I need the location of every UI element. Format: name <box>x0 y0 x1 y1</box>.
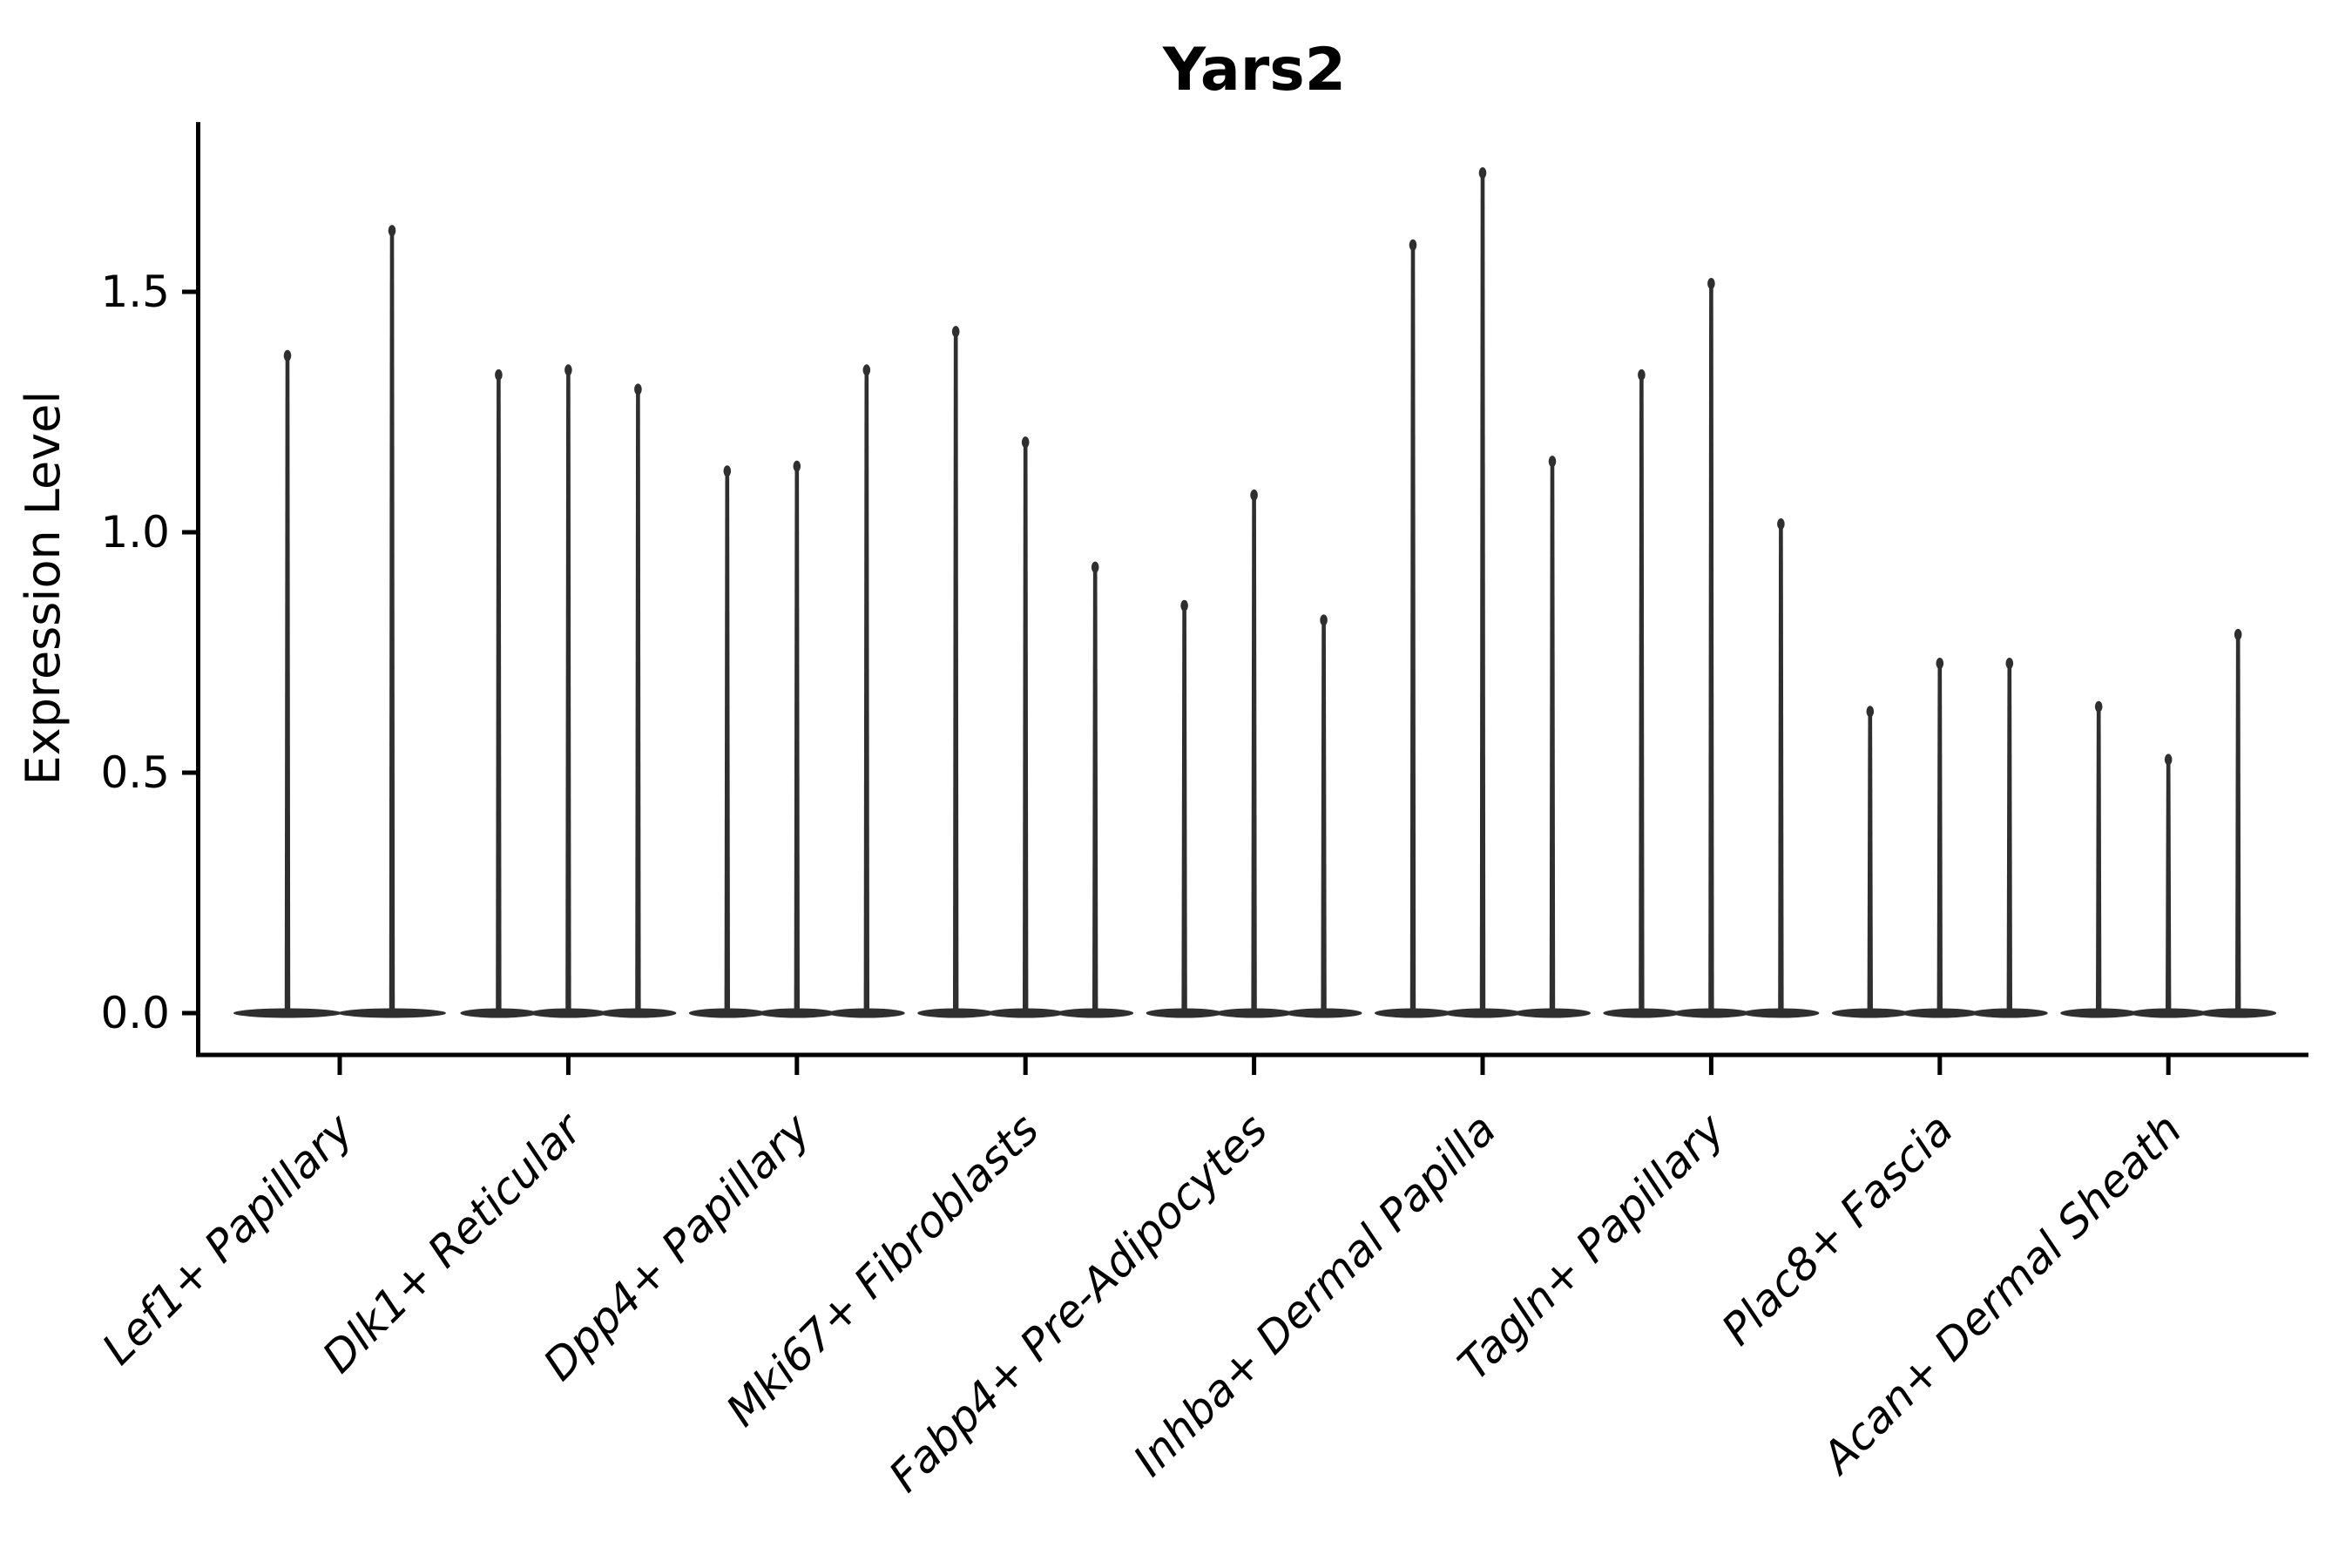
violin-tip <box>951 326 960 338</box>
violin-tip <box>2234 628 2242 640</box>
violin-stem <box>1708 284 1714 1013</box>
axis-spines <box>196 122 2308 1058</box>
violin-tip <box>2005 658 2014 670</box>
violin-stem <box>2166 760 2172 1013</box>
violin-stem <box>863 370 869 1013</box>
violin-stem <box>496 375 502 1013</box>
violin-stem <box>635 389 641 1013</box>
y-tick-label: 0.5 <box>100 747 170 798</box>
violin-stem <box>1321 620 1327 1013</box>
violin-tip <box>1638 368 1646 381</box>
violin-tip <box>1180 599 1188 612</box>
violin-tip <box>1409 239 1417 251</box>
violin-tip <box>1548 456 1557 468</box>
violin-tip <box>723 465 732 477</box>
violin-stem <box>794 467 800 1013</box>
violin-tip <box>1936 658 1944 670</box>
violin-stem <box>2096 707 2102 1013</box>
violin-stem <box>1936 664 1943 1013</box>
violin-stem <box>389 231 395 1014</box>
violin-tip <box>1091 561 1099 573</box>
violin-stem <box>284 356 291 1013</box>
violin-tip <box>1021 436 1030 449</box>
x-tick-label: Plac8+ Fascia <box>1712 1104 1963 1355</box>
violin-stem <box>565 370 571 1013</box>
violin-tip <box>1320 614 1328 626</box>
y-tick-label: 0.0 <box>100 988 170 1038</box>
violin-tip <box>862 364 871 376</box>
violin-stem <box>1181 606 1187 1013</box>
violin-stem <box>1023 443 1029 1014</box>
x-tick-label: Acan+ Dermal Sheath <box>1811 1104 2192 1484</box>
violin-stem <box>1639 375 1645 1013</box>
violin-tip <box>2094 700 2103 713</box>
plot-title: Yars2 <box>1162 36 1346 105</box>
violin-tip <box>1707 277 1715 289</box>
violin-stem <box>1251 496 1257 1013</box>
violin-tip <box>495 368 503 381</box>
violin-stem <box>1549 462 1556 1013</box>
violin-tip <box>634 383 642 395</box>
violin-tip <box>2164 754 2173 766</box>
x-tick-label: Fabp4+ Pre-Adipocytes <box>880 1104 1278 1502</box>
violin-stem <box>1867 712 1873 1013</box>
violin-stem <box>1409 246 1416 1013</box>
y-axis-label: Expression Level <box>16 391 71 786</box>
violin-stem <box>724 471 730 1013</box>
violin-tip <box>1866 706 1875 718</box>
violin-stem <box>2235 635 2241 1013</box>
violin-tip <box>793 460 801 472</box>
violin-tip <box>1250 489 1258 501</box>
violin-tip <box>283 349 292 362</box>
violin-tip <box>1478 166 1487 179</box>
violin-stem <box>953 332 959 1013</box>
violin-tip <box>1777 517 1785 530</box>
x-tick-label: Lef1+ Papillary <box>92 1103 363 1374</box>
violin-stem <box>1092 568 1098 1013</box>
violin-stem <box>1778 524 1784 1013</box>
violin-tip <box>564 364 572 376</box>
y-tick-label: 1.0 <box>100 507 170 558</box>
violin-tip <box>388 225 396 237</box>
y-tick-label: 1.5 <box>100 267 170 317</box>
violin-stem <box>1479 173 1486 1014</box>
x-tick-label: Inhba+ Dermal Papilla <box>1124 1104 1505 1485</box>
violin-stem <box>2006 664 2012 1013</box>
